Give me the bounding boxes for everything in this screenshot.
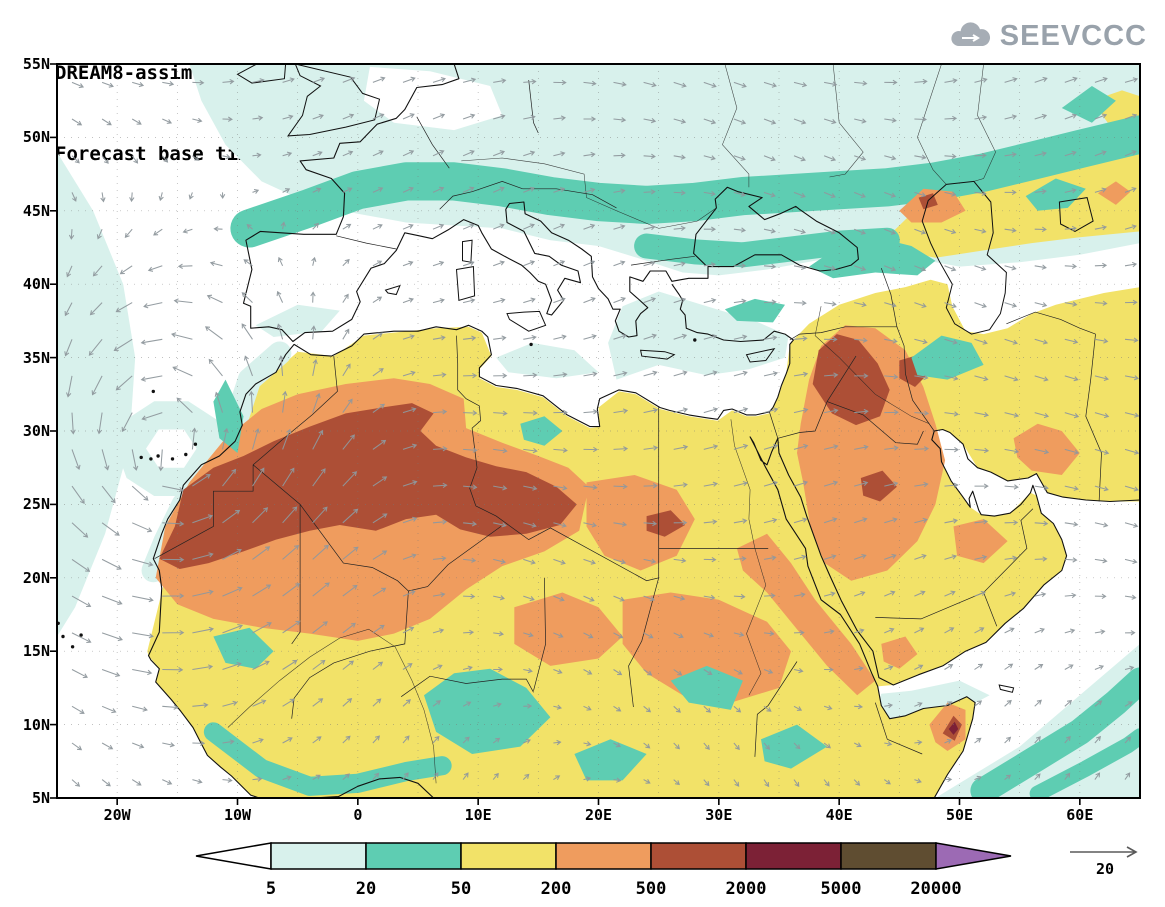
lat-tick-label: 5N [31, 789, 50, 807]
colorbar-right-arrow [935, 842, 1012, 870]
lat-tick-label: 15N [22, 642, 50, 661]
lon-tick-label: 60E [1066, 806, 1094, 824]
wind-arrow-layer [64, 76, 1140, 788]
lat-tick-label: 55N [22, 55, 50, 73]
colorbar-segment [650, 842, 747, 870]
wind-reference-arrow [1070, 846, 1138, 858]
lat-tick-label: 40N [22, 275, 50, 294]
lat-tick-label: 30N [22, 422, 50, 440]
coastline-layer [57, 64, 1140, 798]
colorbar-tick-label: 200 [541, 879, 572, 899]
colorbar-tick-label: 5000 [821, 879, 862, 899]
lon-tick-label: 30E [705, 806, 733, 824]
colorbar: 5 20 50 200 500 2000 5000 20000 [195, 842, 1012, 899]
colorbar-segment [460, 842, 557, 870]
axis-ticks [50, 63, 1081, 805]
seevccc-logo: SEEVCCC [948, 20, 1147, 53]
lon-tick-label: 40E [825, 806, 853, 824]
lon-tick-label: 20E [584, 806, 613, 824]
lon-tick-label: 10W [223, 806, 252, 824]
lon-tick-label: 50E [945, 806, 974, 824]
colorbar-tick-label: 20 [356, 879, 376, 899]
colorbar-segment [745, 842, 842, 870]
colorbar-tick-label: 2000 [726, 879, 767, 899]
lat-tick-label: 35N [22, 348, 50, 367]
colorbar-segment [555, 842, 652, 870]
lat-tick-label: 25N [22, 495, 50, 514]
lat-tick-label: 10N [22, 715, 50, 734]
lon-tick-label: 0 [353, 806, 363, 824]
colorbar-tick-label: 20000 [910, 879, 961, 899]
wind-reference-value: 20 [1095, 860, 1115, 878]
dust-fill-layer [57, 64, 1140, 798]
lon-tick-label: 10E [464, 806, 492, 824]
map-plot-area [50, 63, 1141, 805]
lat-tick-label: 20N [22, 568, 50, 587]
lon-tick-label: 20W [103, 806, 131, 824]
forecast-map [50, 63, 1141, 805]
logo-text: SEEVCCC [999, 20, 1147, 52]
colorbar-segment [365, 842, 462, 870]
latitude-axis: 55N 50N 45N 40N 35N 30N 25N 20N 15N 10N 5N [0, 0, 57, 907]
colorbar-tick-label: 500 [636, 879, 667, 899]
wind-reference: 20 [1062, 838, 1148, 878]
lat-tick-label: 50N [22, 128, 50, 147]
colorbar-segment [840, 842, 937, 870]
colorbar-tick-label: 5 [266, 879, 276, 899]
colorbar-segment [270, 842, 367, 870]
longitude-axis: 20W 10W 0 10E 20E 30E 40E 50E 60E [0, 806, 1165, 828]
cloud-icon [948, 21, 992, 53]
colorbar-left-arrow [195, 842, 272, 870]
colorbar-tick-label: 50 [451, 879, 471, 899]
lat-tick-label: 45N [22, 201, 50, 220]
